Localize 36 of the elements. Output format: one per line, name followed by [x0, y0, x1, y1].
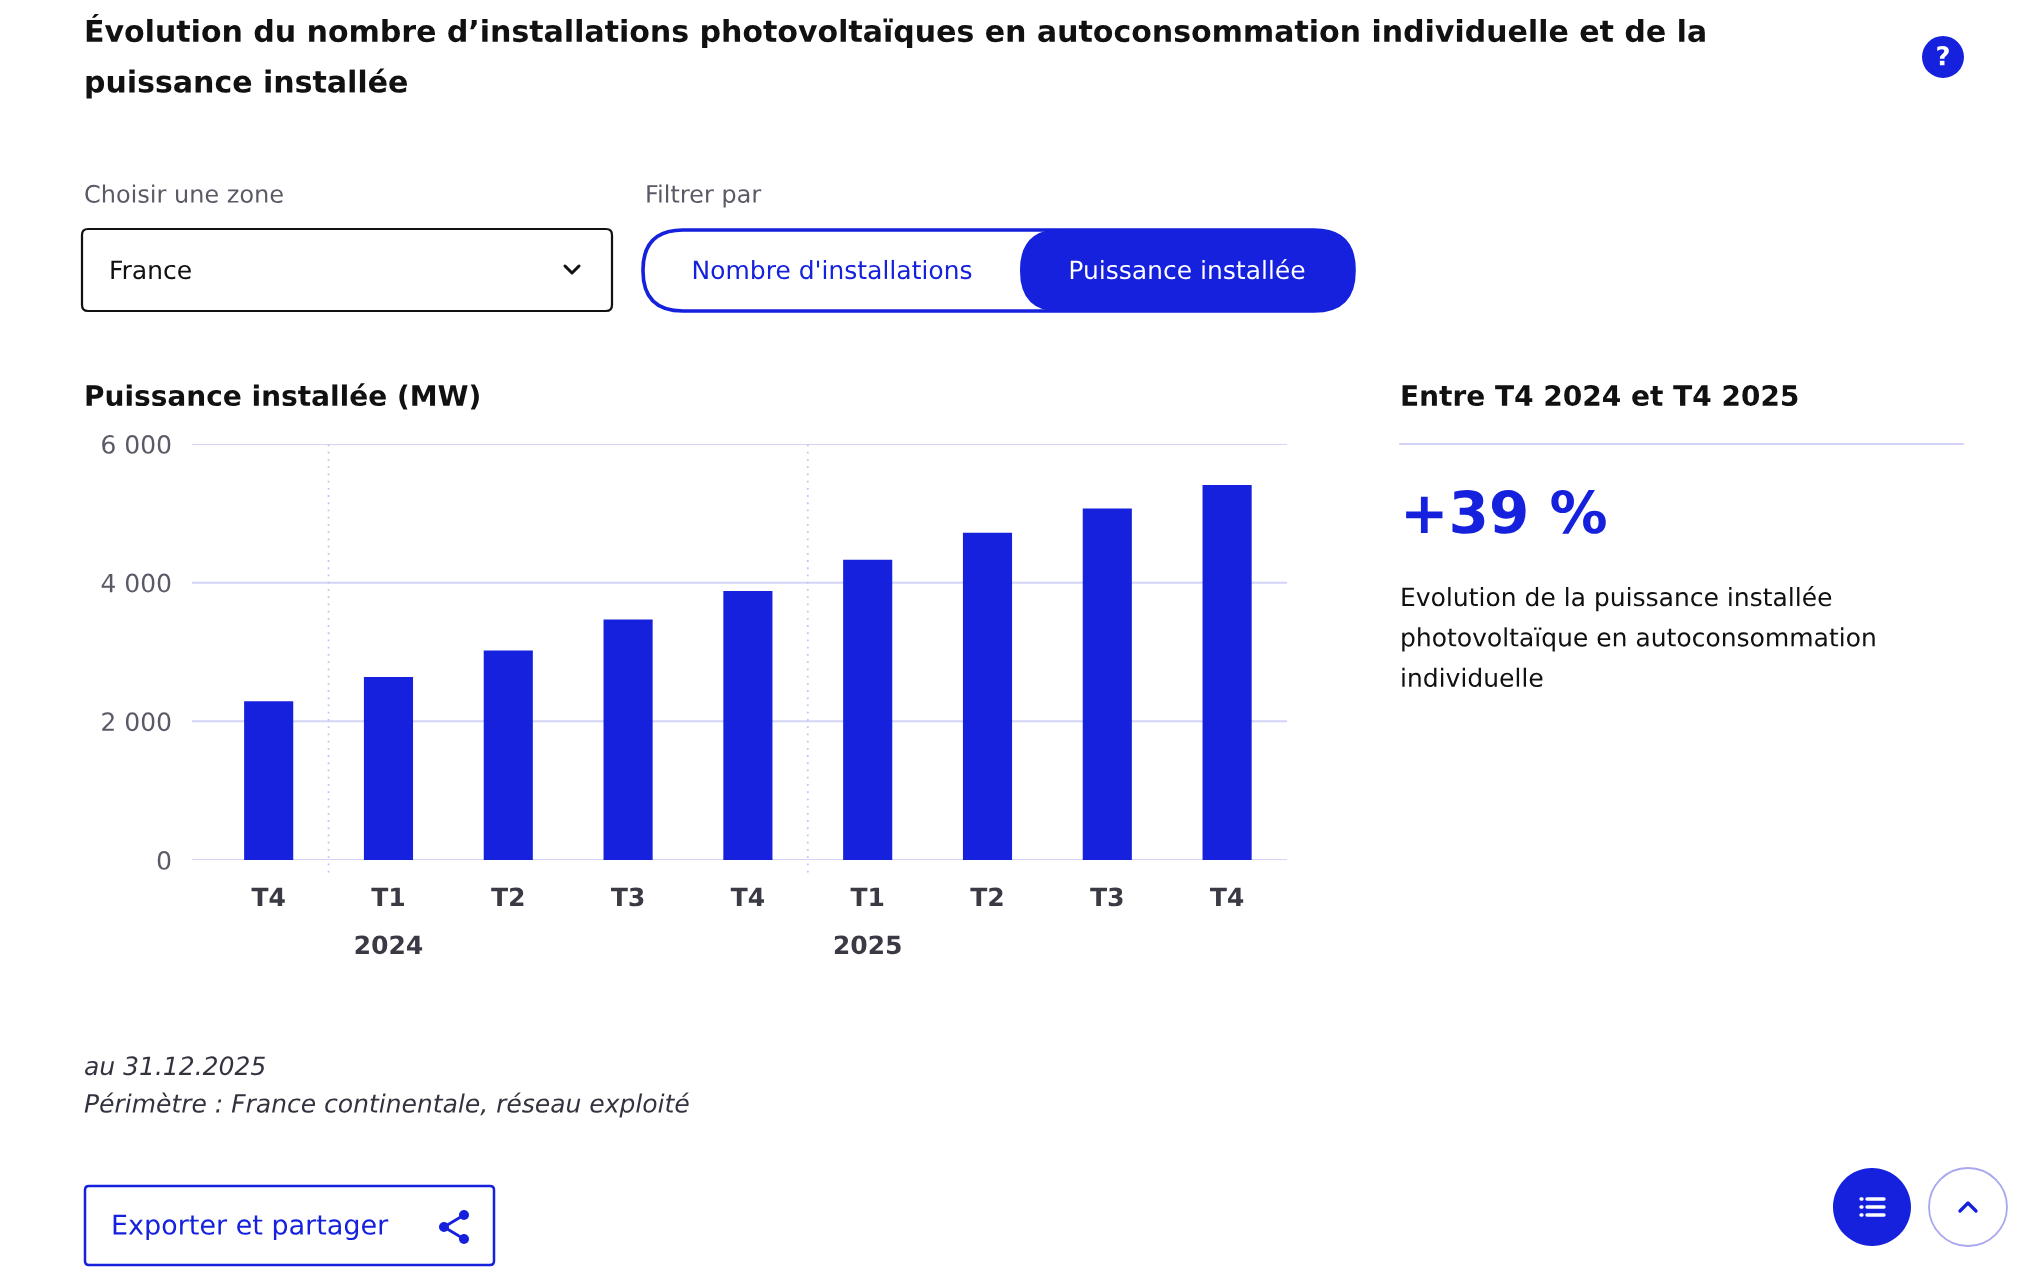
text: au 31.12.2025 — [85, 1056, 265, 1076]
bar — [363, 676, 414, 860]
bar — [962, 532, 1013, 860]
bar — [1082, 508, 1132, 860]
text: Nombre d'installations — [693, 259, 972, 280]
bar — [483, 650, 533, 860]
bar — [603, 619, 653, 860]
text: Puissance installée — [1070, 258, 1305, 280]
x-tick-label: T4 — [251, 887, 285, 906]
y-tick-label: 6 000 — [102, 434, 171, 454]
bar — [244, 701, 294, 860]
text: Filtrer par — [647, 184, 762, 208]
text: Exporter et partager — [113, 1214, 389, 1241]
text: Evolution de la puissance installée photovoltaïque en autoconsommation individuelle — [1402, 586, 1875, 688]
x-tick-label: T4 — [1209, 887, 1244, 906]
x-tick-label: T1 2024 — [355, 887, 423, 955]
text: Entre T4 2024 et T4 2025 — [1402, 384, 1798, 407]
y-tick-label: 4 000 — [101, 573, 171, 593]
text: +39 % — [1406, 489, 1606, 534]
x-tick-label: T3 — [610, 887, 644, 907]
text: Périmètre : France continentale, réseau exploité — [84, 1092, 689, 1118]
bar — [843, 559, 893, 860]
chart-title: Évolution du nombre d’installations photovoltaïques en autoconsommation individuelle et de la puissance installée — [86, 14, 1705, 99]
y-tick-label: 0 — [157, 850, 171, 870]
bar — [1202, 484, 1252, 860]
x-tick-label: T2 — [491, 887, 524, 906]
text: ? — [1937, 45, 1949, 66]
bar — [723, 590, 773, 860]
x-tick-label: T2 — [970, 887, 1003, 906]
text: Choisir une zone — [85, 184, 283, 203]
y-tick-label: 2 000 — [102, 712, 171, 732]
text: France — [111, 260, 191, 280]
x-tick-label: T4 — [730, 887, 764, 906]
x-tick-label: T3 — [1090, 887, 1123, 907]
chart-subtitle: Puissance installée (MW) — [86, 383, 479, 410]
x-tick-label: T1 2025 — [834, 887, 901, 955]
